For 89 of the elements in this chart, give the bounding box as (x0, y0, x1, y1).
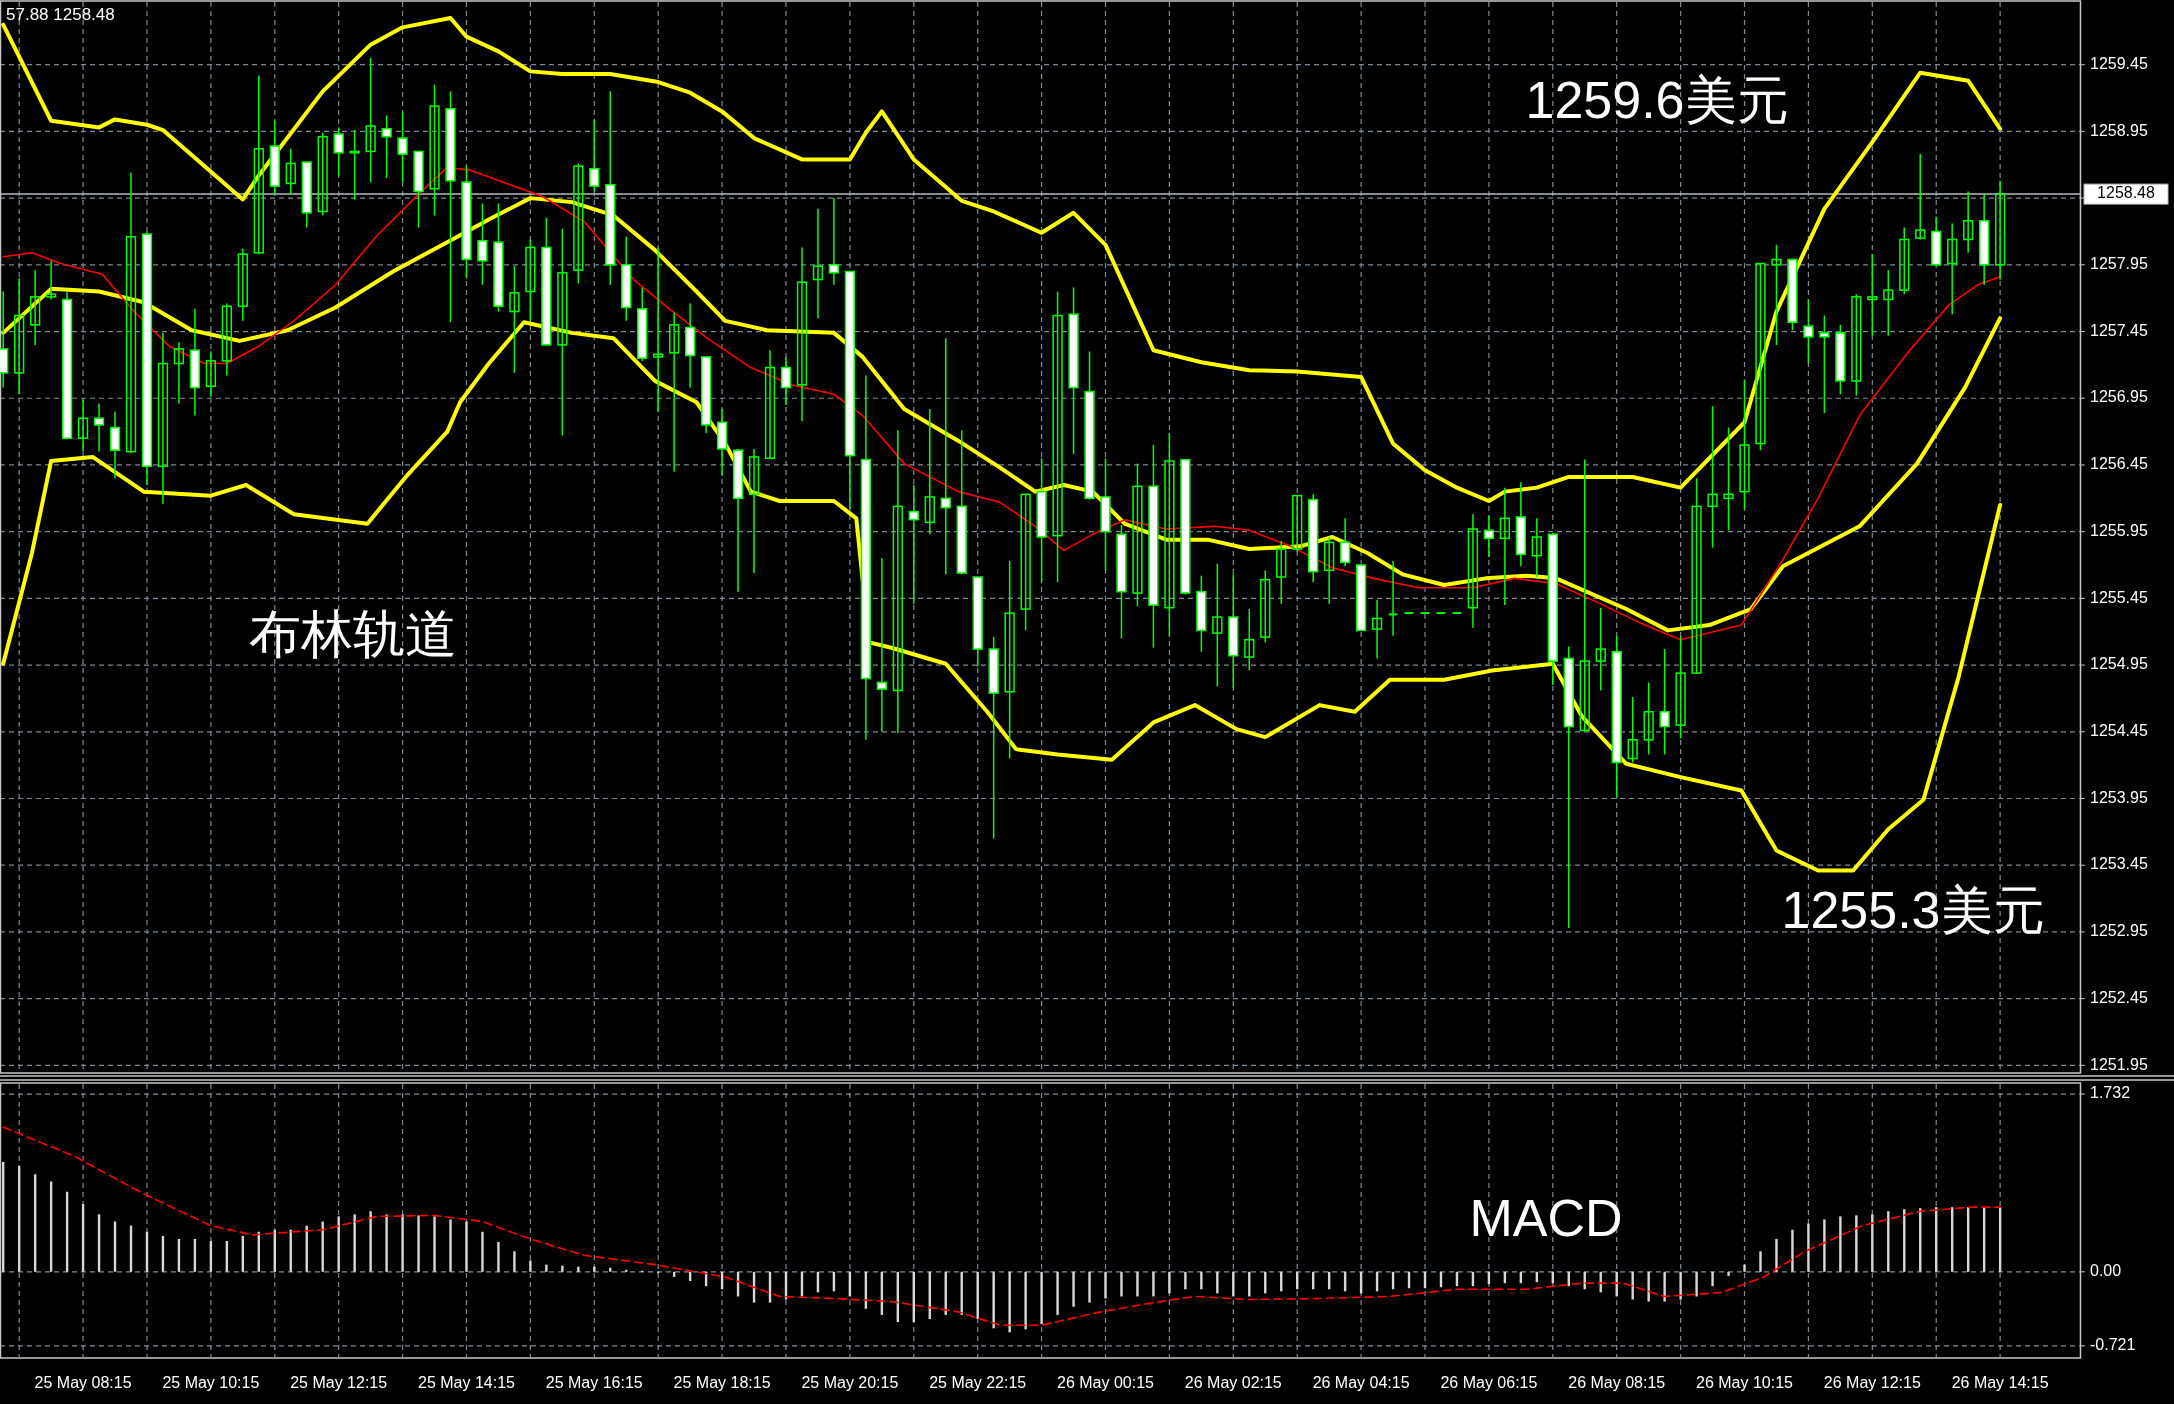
y-tick-label: -0.721 (2090, 1336, 2136, 1354)
x-tick-label: 26 May 08:15 (1568, 1374, 1666, 1392)
bar (1743, 1264, 1746, 1272)
annotation: 1255.3美元 (1781, 881, 2045, 939)
y-tick-label: 1.732 (2090, 1084, 2131, 1102)
x-tick-label: 25 May 22:15 (929, 1374, 1027, 1392)
bar (481, 1231, 484, 1272)
bar (497, 1242, 500, 1272)
bar (1072, 1271, 1075, 1307)
x-tick-label: 26 May 04:15 (1312, 1374, 1410, 1392)
y-tick-label: 1255.95 (2090, 521, 2148, 539)
bar (1088, 1271, 1091, 1303)
bar (1184, 1271, 1187, 1290)
y-tick-label: 1254.95 (2090, 655, 2148, 673)
y-tick-label: 1256.45 (2090, 455, 2148, 473)
bar (992, 1271, 995, 1329)
bar (337, 1216, 340, 1272)
bar (433, 1216, 436, 1272)
bar (1120, 1271, 1123, 1297)
bar (1056, 1271, 1059, 1315)
y-tick-label: 1255.45 (2090, 588, 2148, 606)
annotation: 布林轨道 (249, 605, 457, 663)
bar (385, 1214, 388, 1272)
bar (1871, 1214, 1874, 1272)
x-tick-label: 26 May 14:15 (1951, 1374, 2049, 1392)
annotation: MACD (1469, 1189, 1623, 1247)
y-tick-label: 1251.95 (2090, 1055, 2148, 1073)
x-tick-label: 25 May 18:15 (673, 1374, 771, 1392)
ref-line-label: 1258.48 (2097, 184, 2156, 202)
bar (1168, 1271, 1171, 1294)
bar (976, 1271, 979, 1320)
x-tick-label: 26 May 12:15 (1823, 1374, 1921, 1392)
bar (1839, 1216, 1842, 1272)
x-tick-label: 25 May 14:15 (418, 1374, 516, 1392)
y-tick-label: 1252.45 (2090, 988, 2148, 1006)
bar (1631, 1271, 1634, 1300)
y-tick-label: 1254.45 (2090, 722, 2148, 740)
bar (1024, 1271, 1027, 1330)
annotation: 57.88 1258.48 (6, 5, 115, 24)
bar (1152, 1271, 1155, 1297)
bar (1807, 1223, 1810, 1272)
bar (1200, 1271, 1203, 1290)
bar (545, 1264, 548, 1272)
x-tick-label: 25 May 10:15 (162, 1374, 260, 1392)
y-tick-label: 1253.95 (2090, 788, 2148, 806)
x-tick-label: 25 May 12:15 (290, 1374, 388, 1392)
x-tick-label: 25 May 20:15 (801, 1374, 899, 1392)
bar (529, 1260, 532, 1272)
bar (369, 1211, 372, 1272)
bar (1216, 1271, 1219, 1294)
bar (1855, 1215, 1858, 1272)
y-tick-label: 1258.95 (2090, 121, 2148, 139)
bar (513, 1251, 516, 1272)
x-tick-label: 25 May 08:15 (34, 1374, 132, 1392)
y-tick-label: 1253.45 (2090, 855, 2148, 873)
y-tick-label: 1256.95 (2090, 388, 2148, 406)
bar (577, 1266, 580, 1272)
bar (1040, 1271, 1043, 1325)
bar (1679, 1271, 1682, 1300)
bar (353, 1214, 356, 1272)
y-tick-label: 1252.95 (2090, 922, 2148, 940)
bar (1823, 1219, 1826, 1272)
bar (1791, 1229, 1794, 1272)
y-tick-label: 1257.95 (2090, 255, 2148, 273)
x-tick-label: 26 May 02:15 (1184, 1374, 1282, 1392)
bar (417, 1215, 420, 1272)
x-tick-label: 26 May 00:15 (1057, 1374, 1155, 1392)
bar (401, 1214, 404, 1272)
annotation: 1259.6美元 (1525, 71, 1789, 129)
bar (1663, 1271, 1666, 1302)
bar (1727, 1271, 1730, 1276)
bar (1647, 1271, 1650, 1302)
x-tick-label: 26 May 10:15 (1696, 1374, 1794, 1392)
y-tick-label: 1259.45 (2090, 54, 2148, 72)
y-tick-label: 0.00 (2090, 1262, 2122, 1280)
bar (1232, 1271, 1235, 1297)
bar (1775, 1238, 1778, 1272)
bar (1104, 1271, 1107, 1299)
bar (449, 1219, 452, 1272)
bar (465, 1221, 468, 1272)
y-tick-label: 1257.45 (2090, 321, 2148, 339)
bar (1695, 1271, 1698, 1297)
x-tick-label: 25 May 16:15 (545, 1374, 643, 1392)
bar (1008, 1271, 1011, 1333)
bar (1136, 1271, 1139, 1297)
bar (561, 1265, 564, 1272)
bar (1759, 1251, 1762, 1272)
bar (1711, 1271, 1714, 1287)
x-tick-label: 26 May 06:15 (1440, 1374, 1538, 1392)
